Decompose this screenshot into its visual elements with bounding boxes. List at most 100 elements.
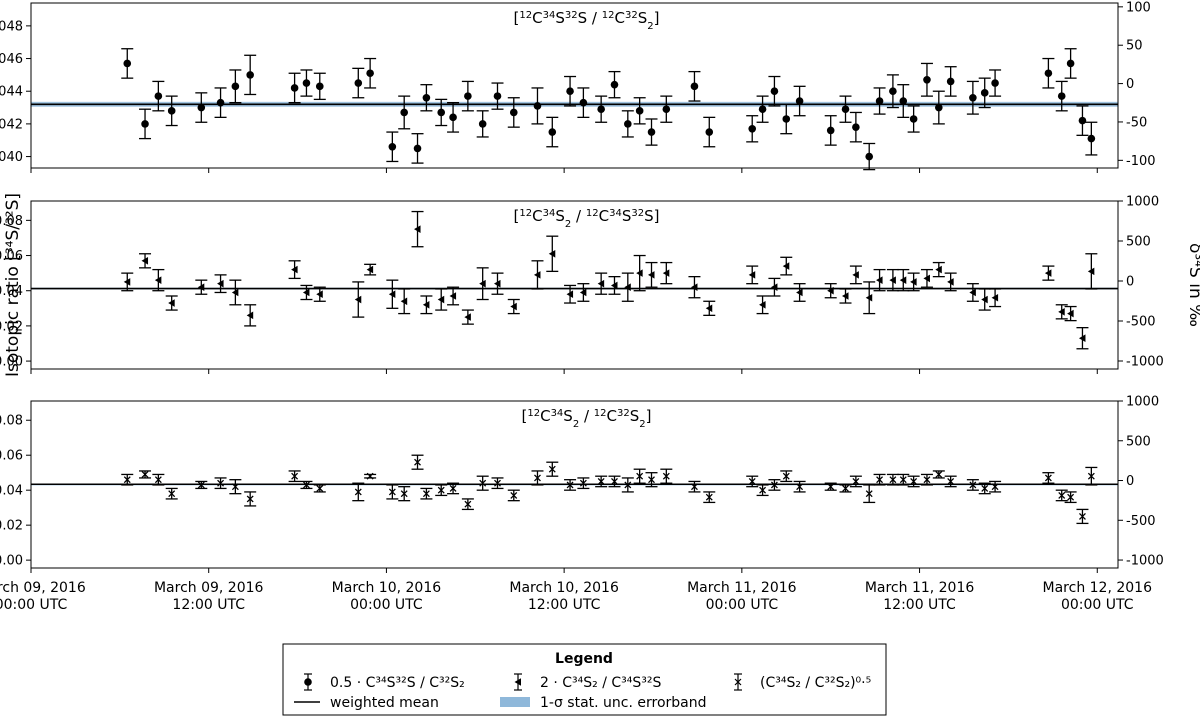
marker-triangle (154, 276, 162, 284)
x-tick-label-date: March 11, 2016 (865, 580, 975, 596)
marker-x (494, 479, 501, 487)
marker-circle (1044, 69, 1053, 78)
marker-circle (366, 69, 374, 78)
marker-triangle (168, 299, 175, 307)
marker-triangle (388, 290, 396, 299)
data-point (768, 75, 781, 107)
data-point (531, 87, 544, 125)
data-point (435, 98, 448, 127)
data-point (863, 142, 876, 171)
data-point (1076, 105, 1089, 136)
data-point (121, 48, 134, 79)
marker-circle (413, 144, 422, 153)
data-point (313, 72, 326, 101)
marker-circle (624, 120, 632, 128)
marker-triangle (782, 262, 790, 270)
data-point (139, 253, 152, 269)
marker-circle (909, 115, 918, 123)
marker-x (316, 484, 324, 492)
data-point (420, 295, 433, 315)
marker-circle (826, 126, 835, 135)
right-y-tick-label: -50 (1126, 115, 1147, 130)
data-point (531, 260, 544, 290)
marker-circle (899, 97, 908, 105)
marker-x (217, 479, 225, 487)
marker-circle (758, 105, 767, 113)
data-point (244, 54, 257, 96)
marker-x (366, 472, 374, 480)
data-point (886, 74, 899, 109)
right-y-tick-label: 50 (1126, 39, 1143, 54)
title-part: 2 (647, 21, 653, 32)
data-point (411, 454, 424, 470)
marker-circle (852, 123, 860, 131)
data-point (688, 275, 701, 299)
data-point (595, 475, 608, 488)
data-point (1076, 508, 1089, 525)
y-axis-label-right: δ³⁴S in ‰ (1185, 243, 1200, 327)
data-point (411, 210, 424, 248)
panel-title: [12C34S32S / 12C32S2] (514, 9, 660, 32)
marker-circle (1066, 59, 1075, 68)
marker-x (1067, 493, 1075, 501)
marker-triangle (1087, 267, 1095, 276)
marker-triangle (662, 269, 670, 277)
marker-circle (388, 142, 397, 151)
marker-triangle (648, 271, 655, 279)
data-point (386, 484, 399, 500)
data-point (300, 69, 313, 97)
right-y-tick-label: 0 (1126, 275, 1134, 290)
legend-label: weighted mean (330, 695, 439, 711)
marker-x (141, 470, 149, 478)
data-point (1055, 304, 1068, 320)
data-point (152, 80, 165, 112)
data-point (1064, 491, 1077, 504)
data-point (491, 477, 504, 490)
title-part: S (630, 407, 640, 425)
data-point (989, 480, 1002, 493)
marker-x (534, 474, 541, 482)
panel-1: 0.040 0.042 0.044 0.046 0.048 -100 -50 0 50 100 [1… (0, 0, 1156, 173)
marker-triangle (636, 269, 643, 277)
data-point (703, 491, 716, 504)
marker-x (302, 481, 310, 489)
data-point (944, 66, 957, 97)
data-point (507, 97, 520, 128)
marker-circle (1078, 116, 1087, 125)
marker-triangle (246, 311, 254, 320)
marker-triangle (842, 292, 849, 300)
marker-triangle (705, 304, 713, 313)
data-point (546, 116, 559, 148)
marker-circle (889, 87, 897, 96)
title-part: S (555, 9, 565, 27)
data-point (229, 69, 242, 104)
title-part: 12 (527, 408, 540, 419)
data-point (897, 84, 910, 119)
marker-x (923, 476, 931, 484)
marker-triangle (464, 313, 471, 321)
data-point (633, 468, 646, 484)
data-point (420, 487, 433, 500)
x-tick-label-time: 00:00 UTC (350, 597, 423, 613)
data-point (645, 261, 658, 288)
marker-triangle (231, 288, 239, 297)
marker-circle (946, 77, 955, 86)
title-part: 12 (519, 208, 532, 219)
legend-entry: (C³⁴S₂ / C³²S₂)⁰·⁵ (734, 673, 871, 691)
legend-box (282, 643, 887, 716)
data-point (780, 256, 793, 276)
marker-triangle (533, 271, 541, 279)
title-part: 2 (573, 419, 579, 430)
legend-marker-x (734, 678, 742, 686)
data-point (897, 268, 910, 292)
marker-triangle (759, 300, 766, 309)
marker-x (636, 472, 644, 480)
data-point (364, 263, 377, 276)
marker-x (690, 483, 698, 491)
marker-circle (980, 89, 989, 97)
legend-label: (C³⁴S₂ / C³²S₂)⁰·⁵ (760, 675, 871, 691)
marker-circle (315, 82, 324, 91)
marker-triangle (981, 295, 988, 304)
title-part: ] (646, 407, 652, 425)
data-point (121, 272, 134, 292)
